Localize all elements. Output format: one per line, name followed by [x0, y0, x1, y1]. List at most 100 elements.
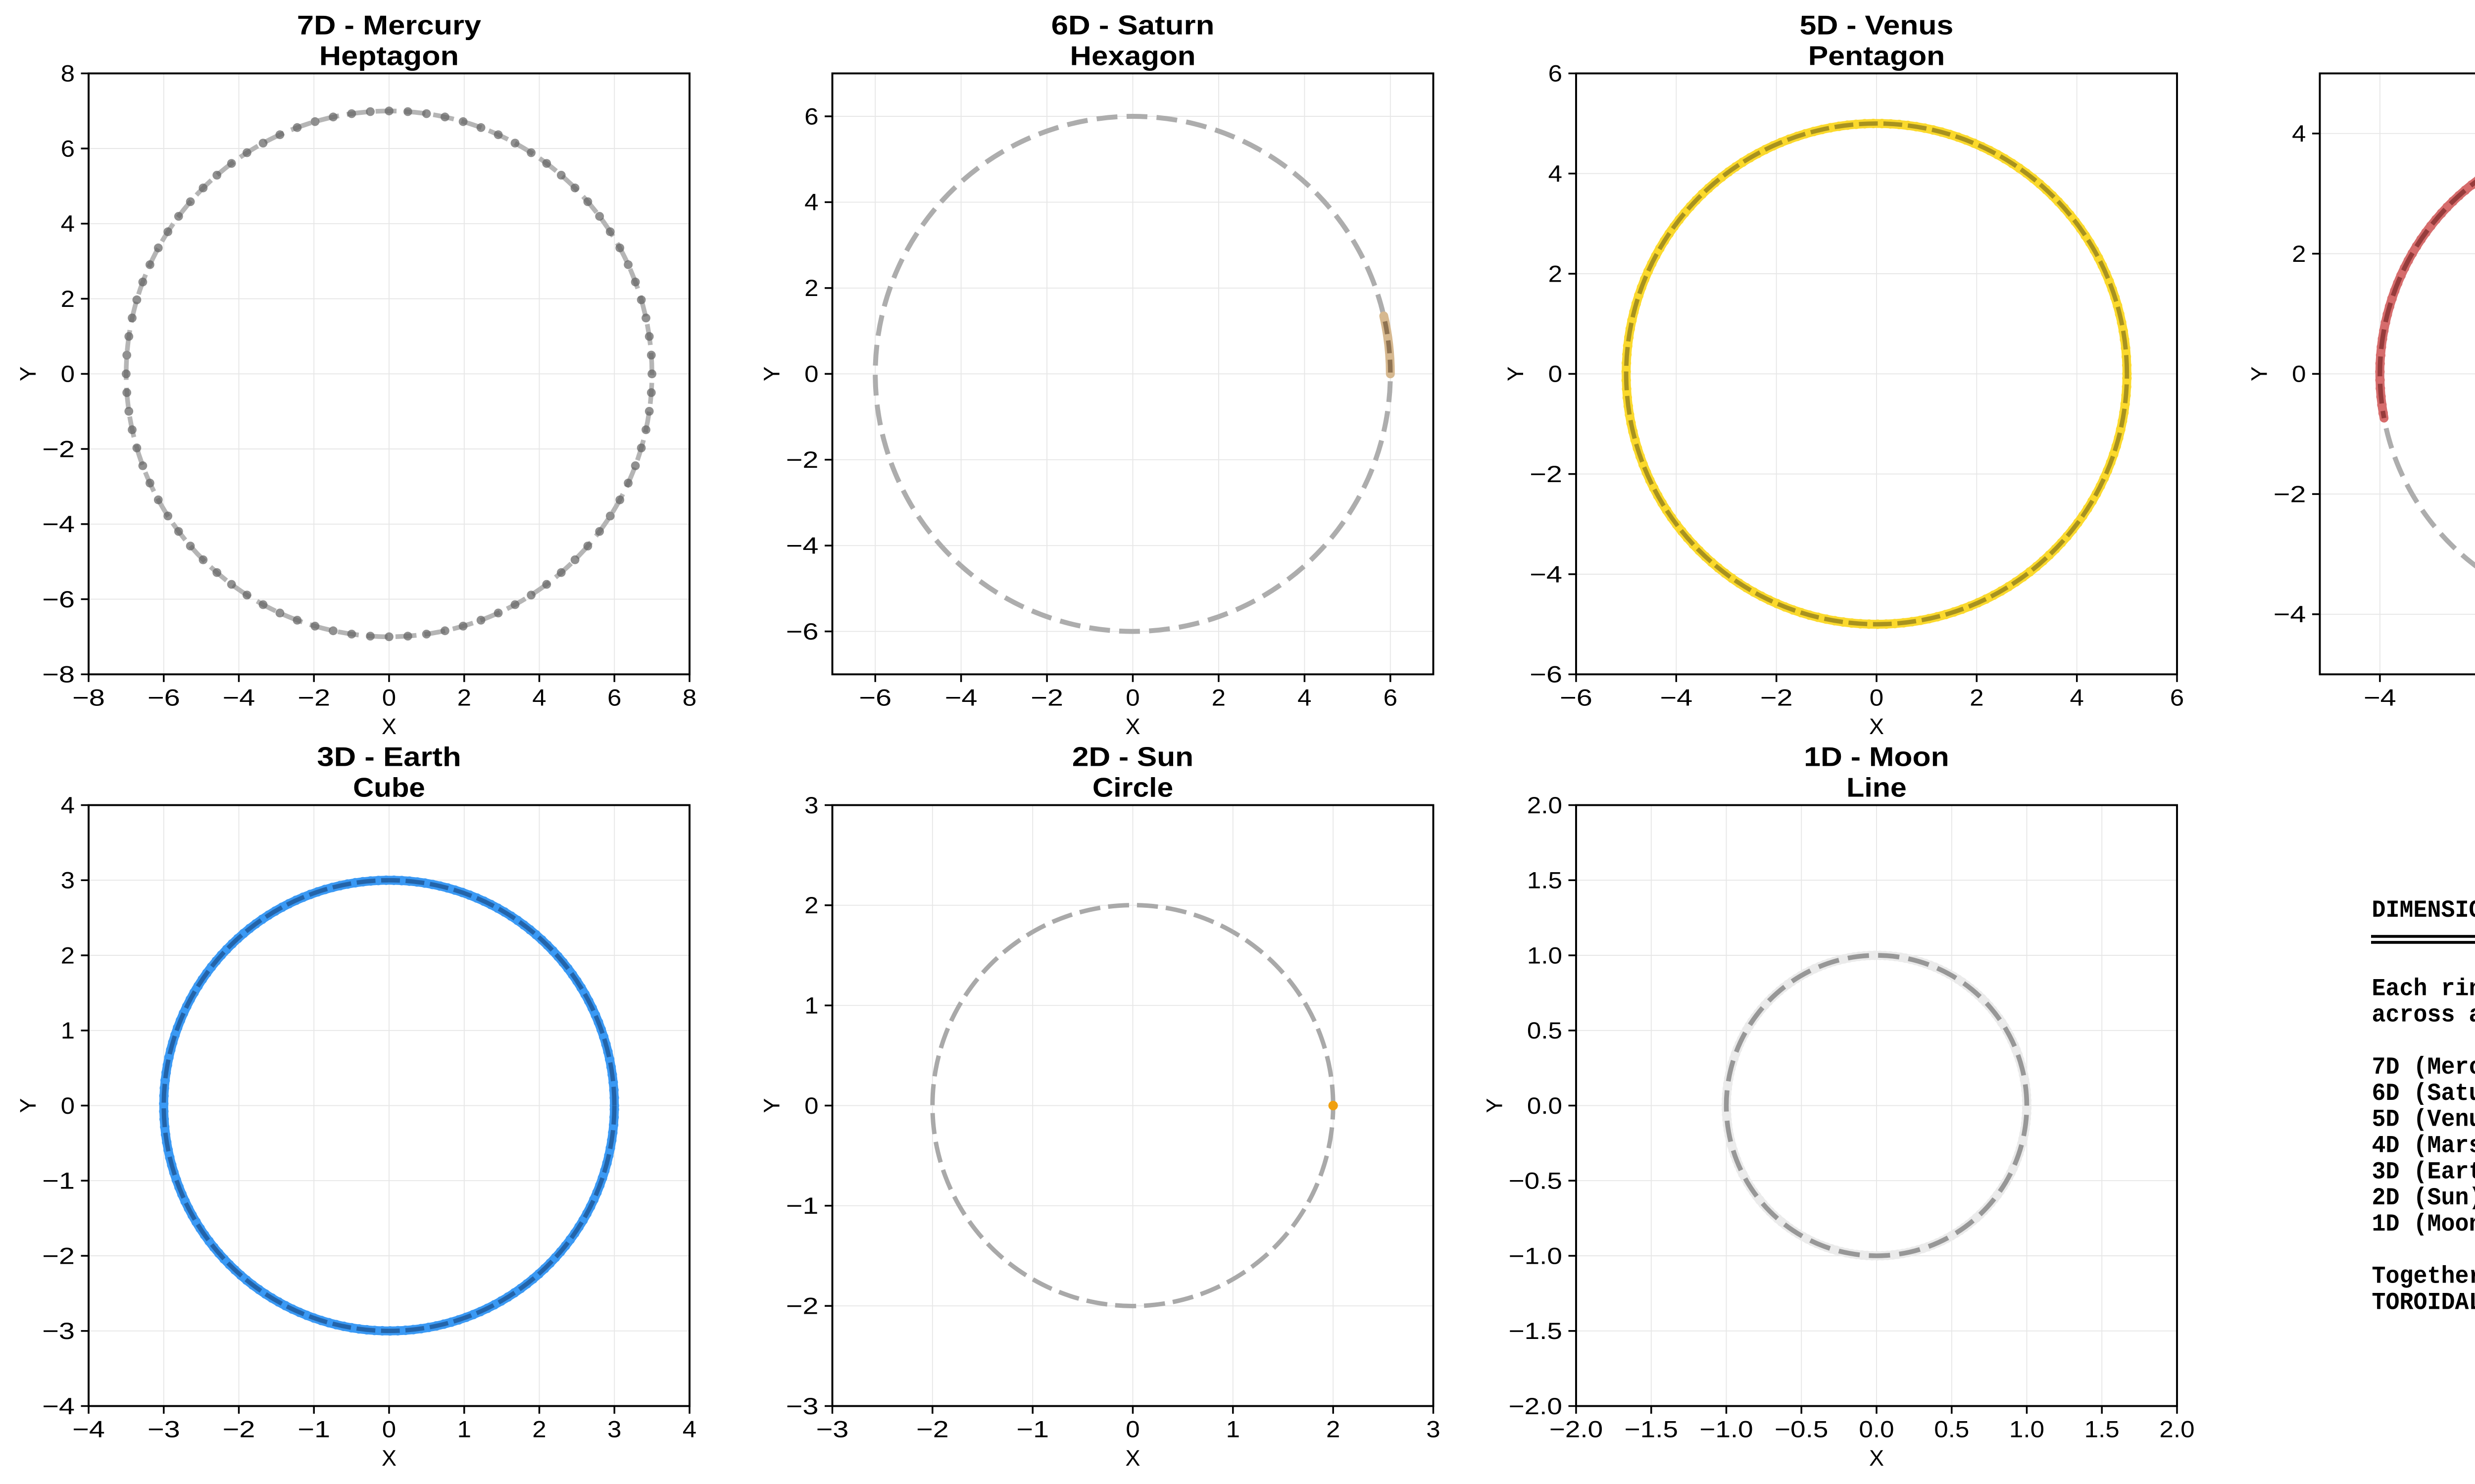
svg-text:2: 2: [532, 1417, 546, 1443]
svg-text:Y: Y: [15, 1098, 41, 1113]
svg-text:0.0: 0.0: [1859, 1417, 1894, 1443]
svg-text:−8: −8: [72, 685, 105, 711]
svg-text:−2: −2: [2274, 481, 2306, 507]
svg-text:−2: −2: [916, 1417, 949, 1443]
svg-text:X: X: [1869, 1445, 1884, 1471]
svg-text:0: 0: [61, 361, 75, 388]
svg-text:Together they form the: Together they form the: [2372, 1263, 2475, 1290]
svg-text:TOROIDAL STRUCTURE!: TOROIDAL STRUCTURE!: [2372, 1289, 2475, 1317]
svg-text:−4: −4: [2364, 685, 2396, 711]
svg-text:X: X: [382, 714, 396, 739]
svg-text:1D - Moon: 1D - Moon: [1804, 742, 1949, 772]
svg-text:6: 6: [607, 685, 621, 711]
svg-text:2D - Sun: 2D - Sun: [1072, 742, 1193, 772]
svg-text:−4: −4: [42, 511, 75, 538]
svg-text:6: 6: [61, 136, 75, 162]
svg-text:6: 6: [2170, 685, 2184, 711]
svg-text:Each ring shows one dimension: Each ring shows one dimension: [2372, 975, 2475, 1003]
svg-text:−0.5: −0.5: [1775, 1417, 1829, 1443]
svg-text:4: 4: [61, 211, 75, 237]
svg-text:−1: −1: [1016, 1417, 1049, 1443]
svg-text:−6: −6: [859, 685, 891, 711]
svg-text:6: 6: [1384, 685, 1397, 711]
svg-text:−4: −4: [2274, 601, 2306, 628]
svg-text:1D (Moon): Innermost: 1D (Moon): Innermost: [2372, 1210, 2475, 1238]
svg-text:−1.5: −1.5: [1509, 1318, 1563, 1344]
svg-text:4: 4: [2070, 685, 2084, 711]
svg-text:−1: −1: [297, 1417, 330, 1443]
svg-text:4: 4: [804, 190, 818, 216]
svg-text:−2: −2: [1031, 685, 1063, 711]
svg-text:−8: −8: [42, 662, 75, 688]
svg-text:−2: −2: [42, 436, 75, 462]
svg-text:4: 4: [532, 685, 546, 711]
svg-text:−4: −4: [945, 685, 978, 711]
svg-text:Line: Line: [1846, 773, 1907, 803]
svg-text:−4: −4: [1660, 685, 1692, 711]
svg-text:0: 0: [382, 1417, 396, 1443]
svg-text:2.0: 2.0: [1527, 792, 1562, 819]
svg-text:−1: −1: [42, 1168, 75, 1194]
svg-text:2: 2: [804, 892, 818, 919]
svg-text:8: 8: [61, 61, 75, 87]
svg-text:1.0: 1.0: [1527, 942, 1562, 969]
svg-text:0: 0: [2292, 361, 2306, 388]
svg-text:6D - Saturn: 6D - Saturn: [1051, 10, 1215, 40]
svg-text:X: X: [1125, 714, 1140, 739]
svg-text:1.5: 1.5: [2084, 1417, 2120, 1443]
svg-text:−1.0: −1.0: [1699, 1417, 1753, 1443]
svg-text:2: 2: [1970, 685, 1983, 711]
svg-text:2: 2: [457, 685, 471, 711]
svg-text:−2: −2: [42, 1243, 75, 1269]
svg-text:5D (Venus):: 5D (Venus):: [2372, 1106, 2475, 1134]
svg-text:2: 2: [1326, 1417, 1340, 1443]
svg-text:−1.5: −1.5: [1625, 1417, 1679, 1443]
svg-text:3D - Earth: 3D - Earth: [317, 742, 461, 772]
svg-text:2: 2: [804, 275, 818, 301]
svg-text:Y: Y: [1503, 366, 1528, 381]
svg-text:0: 0: [1870, 685, 1883, 711]
svg-text:3: 3: [61, 868, 75, 894]
svg-text:7D (Mercury): Outermost: 7D (Mercury): Outermost: [2372, 1053, 2475, 1081]
svg-text:0: 0: [804, 1093, 818, 1119]
svg-text:−6: −6: [1530, 662, 1562, 688]
svg-text:across all 365 days.: across all 365 days.: [2372, 1001, 2475, 1029]
svg-text:6D (Saturn):: 6D (Saturn):: [2372, 1080, 2475, 1107]
svg-text:−2: −2: [297, 685, 330, 711]
svg-text:0: 0: [804, 361, 818, 388]
svg-text:−0.5: −0.5: [1509, 1168, 1563, 1194]
svg-text:Pentagon: Pentagon: [1808, 41, 1945, 71]
svg-text:2: 2: [61, 942, 75, 969]
svg-text:4: 4: [683, 1417, 696, 1443]
svg-text:−6: −6: [1560, 685, 1592, 711]
svg-text:−4: −4: [1530, 561, 1562, 588]
svg-text:Heptagon: Heptagon: [319, 41, 459, 71]
svg-text:−3: −3: [816, 1417, 849, 1443]
svg-text:0: 0: [382, 685, 396, 711]
svg-text:2: 2: [2292, 241, 2306, 267]
svg-text:−6: −6: [148, 685, 180, 711]
svg-text:2.0: 2.0: [2159, 1417, 2194, 1443]
svg-text:0.5: 0.5: [1934, 1417, 1969, 1443]
svg-text:−4: −4: [72, 1417, 105, 1443]
svg-text:−3: −3: [786, 1393, 819, 1420]
svg-text:Cube: Cube: [353, 773, 425, 803]
svg-text:1: 1: [1226, 1417, 1240, 1443]
svg-text:1.0: 1.0: [2009, 1417, 2044, 1443]
svg-text:−4: −4: [786, 533, 819, 559]
svg-text:4: 4: [2292, 121, 2306, 147]
svg-text:−2: −2: [786, 1293, 819, 1320]
svg-text:−4: −4: [42, 1393, 75, 1420]
svg-text:Y: Y: [759, 1098, 785, 1113]
svg-text:DIMENSIONAL RINGS: DIMENSIONAL RINGS: [2372, 896, 2475, 924]
svg-text:−2.0: −2.0: [1509, 1393, 1563, 1420]
svg-text:−6: −6: [786, 619, 819, 645]
svg-text:6: 6: [1548, 61, 1562, 87]
svg-text:4: 4: [1297, 685, 1311, 711]
svg-text:−2: −2: [786, 447, 819, 473]
svg-text:Y: Y: [759, 366, 785, 381]
svg-text:1: 1: [61, 1018, 75, 1044]
svg-text:3D (Earth): OUR LAYER: 3D (Earth): OUR LAYER: [2372, 1158, 2475, 1186]
svg-text:5D - Venus: 5D - Venus: [1800, 10, 1954, 40]
svg-text:1: 1: [457, 1417, 471, 1443]
